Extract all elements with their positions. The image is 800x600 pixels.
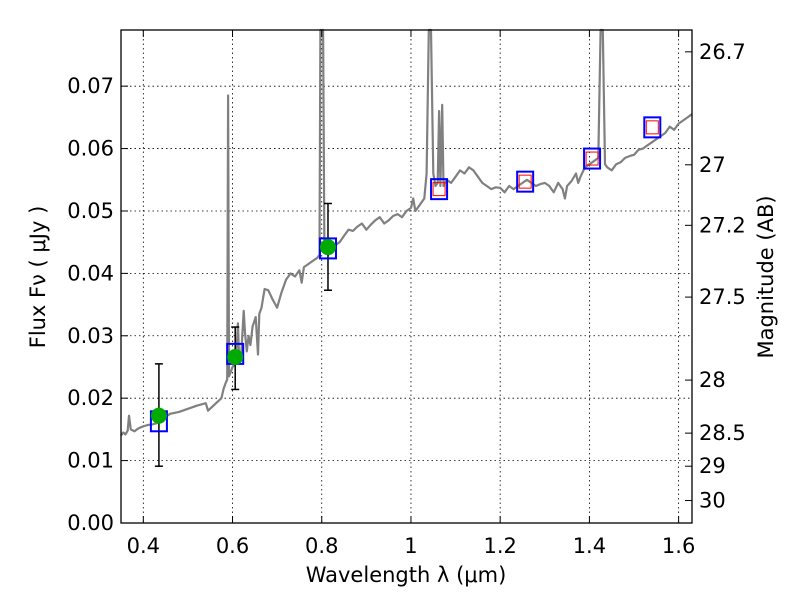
upper-limit-point	[585, 151, 599, 166]
x-tick-label: 1	[404, 534, 417, 558]
markers-group	[149, 116, 662, 433]
plot-frame	[120, 29, 693, 524]
x-tick-label: 0.6	[216, 534, 249, 558]
model-photometry-point	[318, 237, 337, 260]
right-tick-label: 30	[699, 489, 726, 513]
y-tick-label: 0.02	[67, 386, 114, 410]
y-tick-label: 0.00	[67, 511, 114, 535]
y-tick-label: 0.01	[67, 449, 114, 473]
x-tick-label: 1.6	[662, 534, 695, 558]
observed-photometry-point	[319, 239, 336, 256]
right-tick-label: 28.5	[699, 421, 746, 445]
right-tick-label: 27.2	[699, 213, 746, 237]
right-tick-label: 28	[699, 368, 726, 392]
right-tick-label: 27	[699, 153, 726, 177]
model-photometry-point	[583, 147, 602, 170]
right-axis-label: Magnitude (AB)	[754, 195, 778, 358]
x-tick-label: 1.2	[483, 534, 516, 558]
y-axis-label: Flux Fν ( μJy )	[26, 206, 50, 349]
right-tick-label: 26.7	[699, 40, 746, 64]
y-tick-label: 0.04	[67, 261, 114, 285]
model-photometry-point	[643, 116, 662, 139]
x-axis-label: Wavelength λ (μm)	[306, 563, 507, 587]
upper-limit-point	[432, 182, 446, 197]
sed-model-line	[120, 28, 693, 437]
errorbars-group	[154, 202, 332, 467]
x-tick-label: 1.4	[573, 534, 606, 558]
observed-photometry-point	[227, 349, 244, 366]
y-tick-label: 0.07	[67, 74, 114, 98]
right-tick-label: 27.5	[699, 285, 746, 309]
x-tick-label: 0.4	[127, 534, 160, 558]
x-tick-label: 0.8	[305, 534, 338, 558]
right-tick-label: 29	[699, 454, 726, 478]
model-photometry-point	[430, 178, 449, 201]
y-tick-label: 0.05	[67, 199, 114, 223]
grid-lines	[121, 30, 692, 523]
ticks-group: 0.4 0.6 0.8 1 1.2 1.4 1.6 0.00 0.01 0.02 0.03 0.04 0…	[67, 30, 746, 558]
sed-model-group	[120, 28, 693, 437]
upper-limit-point	[645, 120, 659, 135]
observed-photometry-point	[150, 407, 167, 424]
model-photometry-point	[516, 170, 535, 193]
y-tick-label: 0.03	[67, 324, 114, 348]
upper-limit-point	[518, 174, 532, 189]
y-tick-label: 0.06	[67, 137, 114, 161]
